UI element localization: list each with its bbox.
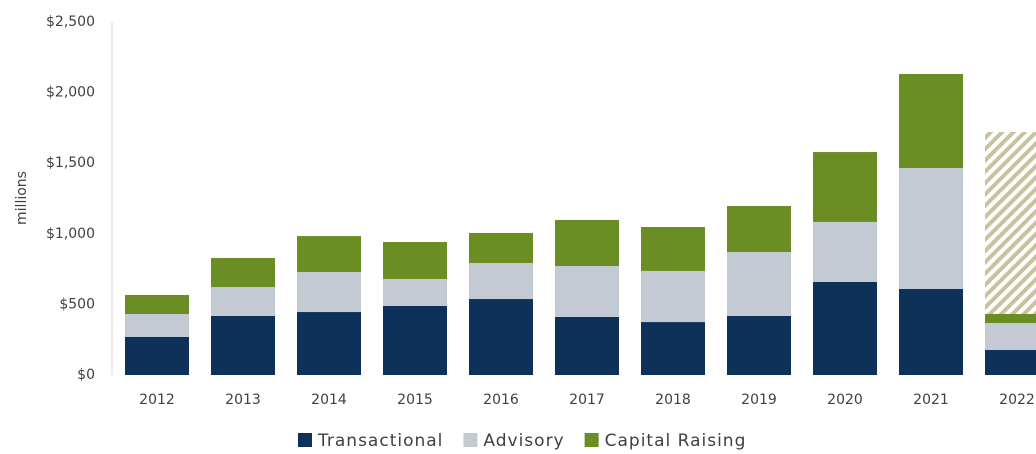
bar-segment (813, 152, 877, 222)
legend-label: Capital Raising (605, 431, 747, 451)
bar-segment (555, 316, 619, 375)
x-tick-label: 2020 (827, 392, 863, 408)
bar-segment (899, 289, 963, 375)
y-axis-label: millions (14, 171, 30, 225)
bar-segment (641, 270, 705, 323)
x-tick-label: 2018 (655, 392, 691, 408)
bar-segment (813, 281, 877, 375)
bar-segment (297, 272, 361, 313)
bar-segment (383, 305, 447, 375)
bar-segment (383, 241, 447, 279)
bar-segment (297, 312, 361, 375)
y-tick-label: $2,000 (46, 85, 95, 101)
legend-swatch (584, 433, 599, 447)
bar-segment (641, 227, 705, 271)
legend-label: Advisory (483, 431, 564, 451)
bar-segment (899, 73, 963, 169)
bar-segment (555, 219, 619, 266)
x-tick-label: 2021 (913, 392, 949, 408)
x-tick-label: 2014 (311, 392, 347, 408)
bar-segment (125, 336, 189, 375)
x-tick-label: 2017 (569, 392, 605, 408)
y-tick-label: $500 (59, 296, 95, 312)
y-tick-label: $0 (77, 367, 95, 383)
x-tick-label: 2012 (139, 392, 175, 408)
x-tick-label: 2015 (397, 392, 433, 408)
bar-segment (469, 299, 533, 375)
bar-segment (383, 278, 447, 306)
bar-segment (211, 287, 275, 316)
y-tick-label: $1,500 (46, 155, 95, 171)
bar-segment (297, 236, 361, 273)
x-tick-label: 2016 (483, 392, 519, 408)
bar-segment (727, 315, 791, 375)
bar-segment (469, 263, 533, 300)
legend-label: Transactional (317, 431, 443, 451)
bar-segment (555, 265, 619, 317)
bar-segment (211, 315, 275, 375)
y-tick-label: $2,500 (46, 14, 95, 30)
legend-swatch (463, 433, 478, 447)
x-tick-label: 2019 (741, 392, 777, 408)
bar-segment (211, 257, 275, 288)
y-tick-label: $1,000 (46, 226, 95, 242)
bar-segment (985, 350, 1036, 375)
bar-segment (899, 168, 963, 290)
legend-swatch (298, 433, 312, 447)
bar-segment (125, 294, 189, 315)
bar-segment (985, 131, 1036, 315)
bar-segment (727, 252, 791, 316)
x-tick-label: 2022 (999, 392, 1035, 408)
bar-segment (125, 314, 189, 337)
bar-segment (985, 314, 1036, 324)
x-tick-label: 2013 (225, 392, 261, 408)
bar-segment (469, 232, 533, 264)
bar-segment (727, 205, 791, 253)
bar-segment (985, 323, 1036, 351)
bar-segment (641, 322, 705, 375)
bar-segment (813, 221, 877, 282)
